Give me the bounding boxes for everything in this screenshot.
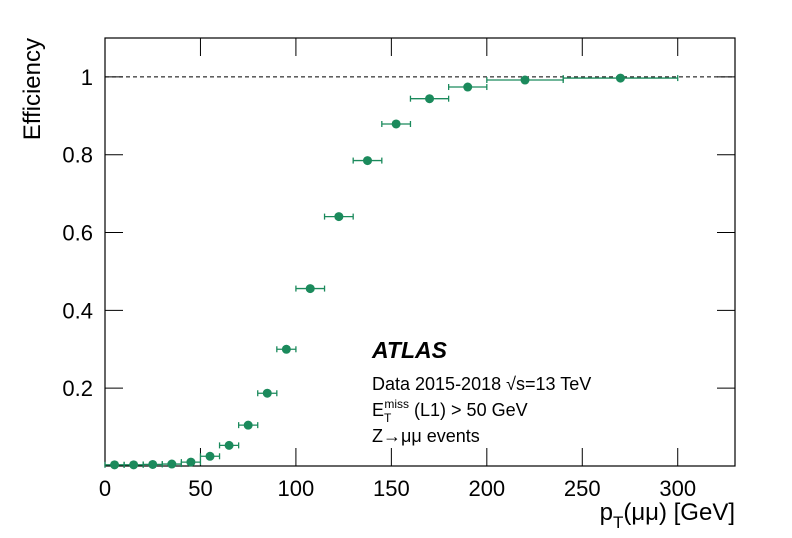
annotation: Data 2015-2018 √s=13 TeV [372, 374, 591, 394]
data-point [186, 457, 196, 467]
x-tick-label: 300 [659, 476, 696, 501]
data-point [363, 156, 372, 166]
annotation-part: Z→μμ events [372, 426, 480, 446]
y-tick-label: 1 [81, 65, 93, 90]
x-label-part: p [600, 499, 613, 526]
x-axis-label: pT(μμ) [GeV] [600, 499, 735, 532]
data-point [262, 388, 272, 398]
data-point [305, 284, 315, 294]
data-point [224, 440, 234, 450]
y-tick-label: 0.6 [62, 221, 93, 246]
y-tick-label: 0.4 [62, 298, 93, 323]
data-point [425, 94, 435, 104]
data-point [281, 344, 291, 354]
atlas-label: ATLAS [371, 337, 448, 363]
annotation-sup: miss [384, 397, 409, 411]
x-tick-label: 100 [278, 476, 315, 501]
data-point [148, 459, 158, 469]
data-point [129, 460, 139, 470]
x-tick-label: 50 [188, 476, 212, 501]
data-point [520, 75, 530, 85]
x-label-part: (μμ) [GeV] [623, 499, 735, 526]
annotation-part: Data 2015-2018 √s=13 TeV [372, 374, 591, 394]
data-point [391, 119, 401, 129]
x-label-sub: T [613, 513, 623, 532]
data-point [334, 212, 344, 222]
annotation: ETmiss (L1) > 50 GeV [372, 397, 528, 425]
data-point [167, 459, 177, 469]
y-tick-label: 0.8 [62, 143, 93, 168]
x-tick-label: 0 [99, 476, 111, 501]
annotation-part: E [372, 400, 384, 420]
data-point [243, 420, 253, 430]
plot-frame [104, 37, 736, 467]
data-point [463, 82, 473, 92]
x-tick-label: 250 [564, 476, 601, 501]
y-axis-label: Efficiency [19, 38, 46, 140]
data-point [110, 460, 120, 470]
x-tick-label: 200 [468, 476, 505, 501]
data-point [615, 73, 625, 83]
annotation-part: (L1) > 50 GeV [409, 400, 528, 420]
annotation-sub: T [384, 411, 392, 425]
data-point [205, 451, 215, 461]
x-tick-label: 150 [373, 476, 410, 501]
y-tick-label: 0.2 [62, 376, 93, 401]
annotation: Z→μμ events [372, 426, 480, 446]
